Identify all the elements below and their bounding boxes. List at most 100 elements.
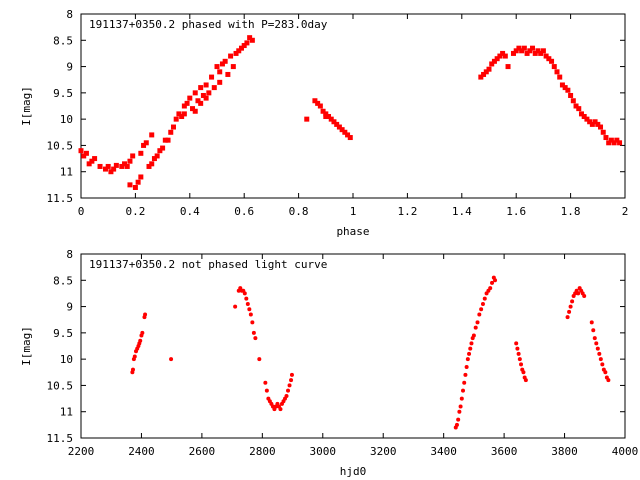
data-point [138,174,144,180]
data-point [230,64,236,70]
data-point [567,309,572,314]
y-tick-label: 11 [60,406,73,419]
data-point [127,182,133,188]
data-point [457,409,462,414]
data-point [200,92,206,98]
y-axis-label: I[mag] [20,86,33,126]
data-point [559,82,565,88]
data-point [527,48,533,54]
data-point [521,45,527,51]
data-point [181,111,187,117]
data-point [124,163,130,169]
data-point [278,407,283,412]
data-point [214,64,220,70]
data-point [493,278,498,283]
data-point [149,132,155,138]
data-point [320,108,326,114]
data-point [347,135,353,141]
data-point [576,291,581,296]
data-point [573,103,579,109]
data-point [138,338,143,343]
data-point [143,312,148,317]
data-point [594,341,599,346]
data-point [122,161,128,167]
data-point [211,85,217,91]
data-point [595,346,600,351]
data-point [600,129,606,135]
data-point [331,119,337,125]
data-point [458,404,463,409]
data-point [454,422,459,427]
data-point [195,98,201,104]
y-tick-label: 9.5 [53,327,73,340]
data-point [598,124,604,130]
data-point [135,179,141,185]
data-point [284,393,289,398]
data-point [249,37,255,43]
data-point [568,304,573,309]
data-point [524,50,530,56]
y-tick-label: 10.5 [47,379,74,392]
y-tick-label: 11.5 [47,432,74,445]
data-point [323,114,329,120]
data-point [315,100,321,106]
data-point [475,320,480,325]
data-point [481,71,487,77]
x-tick-label: 3600 [491,445,518,458]
data-point [576,106,582,112]
data-point [250,320,255,325]
data-point [97,163,103,169]
data-point [494,56,500,62]
data-point [515,346,520,351]
data-point [464,365,469,370]
data-point [530,45,536,51]
data-point [491,58,497,64]
data-point [127,158,133,164]
data-point [242,291,247,296]
x-axis-label: phase [336,225,369,238]
data-point [606,378,611,383]
data-point [463,372,468,377]
data-point [140,330,145,335]
data-point [578,111,584,117]
x-axis-ticks: 2200 2400 2600 2800 3000 3200 3400 3600 3800 4000 [68,254,638,458]
data-point [169,357,174,362]
data-point [203,95,209,101]
data-point [598,357,603,362]
data-point [130,153,136,159]
data-point [570,299,575,304]
x-axis-label: hjd0 [340,465,367,478]
x-tick-label: 1.2 [397,205,417,218]
data-point [233,50,239,56]
data-point [247,35,253,41]
x-tick-label: 2600 [189,445,216,458]
data-point [468,346,473,351]
data-point [521,370,526,375]
data-point [490,280,495,285]
data-point [244,296,249,301]
y-tick-label: 8.5 [53,34,73,47]
y-tick-label: 8.5 [53,274,73,287]
data-point [516,351,521,356]
data-point [600,362,605,367]
data-point [86,161,92,167]
data-point [505,64,511,70]
data-point [181,103,187,109]
data-point [459,396,464,401]
data-point [247,307,252,312]
y-axis-ticks: 8 8.5 9 9.5 10 10.5 11 11.5 [47,8,625,205]
data-point [538,50,544,56]
x-tick-label: 2400 [128,445,155,458]
data-point [488,286,493,291]
data-point [562,85,568,91]
x-axis-ticks: 0 0.2 0.4 0.6 0.8 1 1.2 1.4 1.6 1.8 2 [78,14,628,218]
data-point [617,140,623,146]
y-tick-label: 11.5 [47,192,74,205]
x-tick-label: 0 [78,205,85,218]
data-point [479,307,484,312]
data-point [462,380,467,385]
data-point [198,100,204,106]
data-point [339,127,345,133]
data-point [253,336,258,341]
